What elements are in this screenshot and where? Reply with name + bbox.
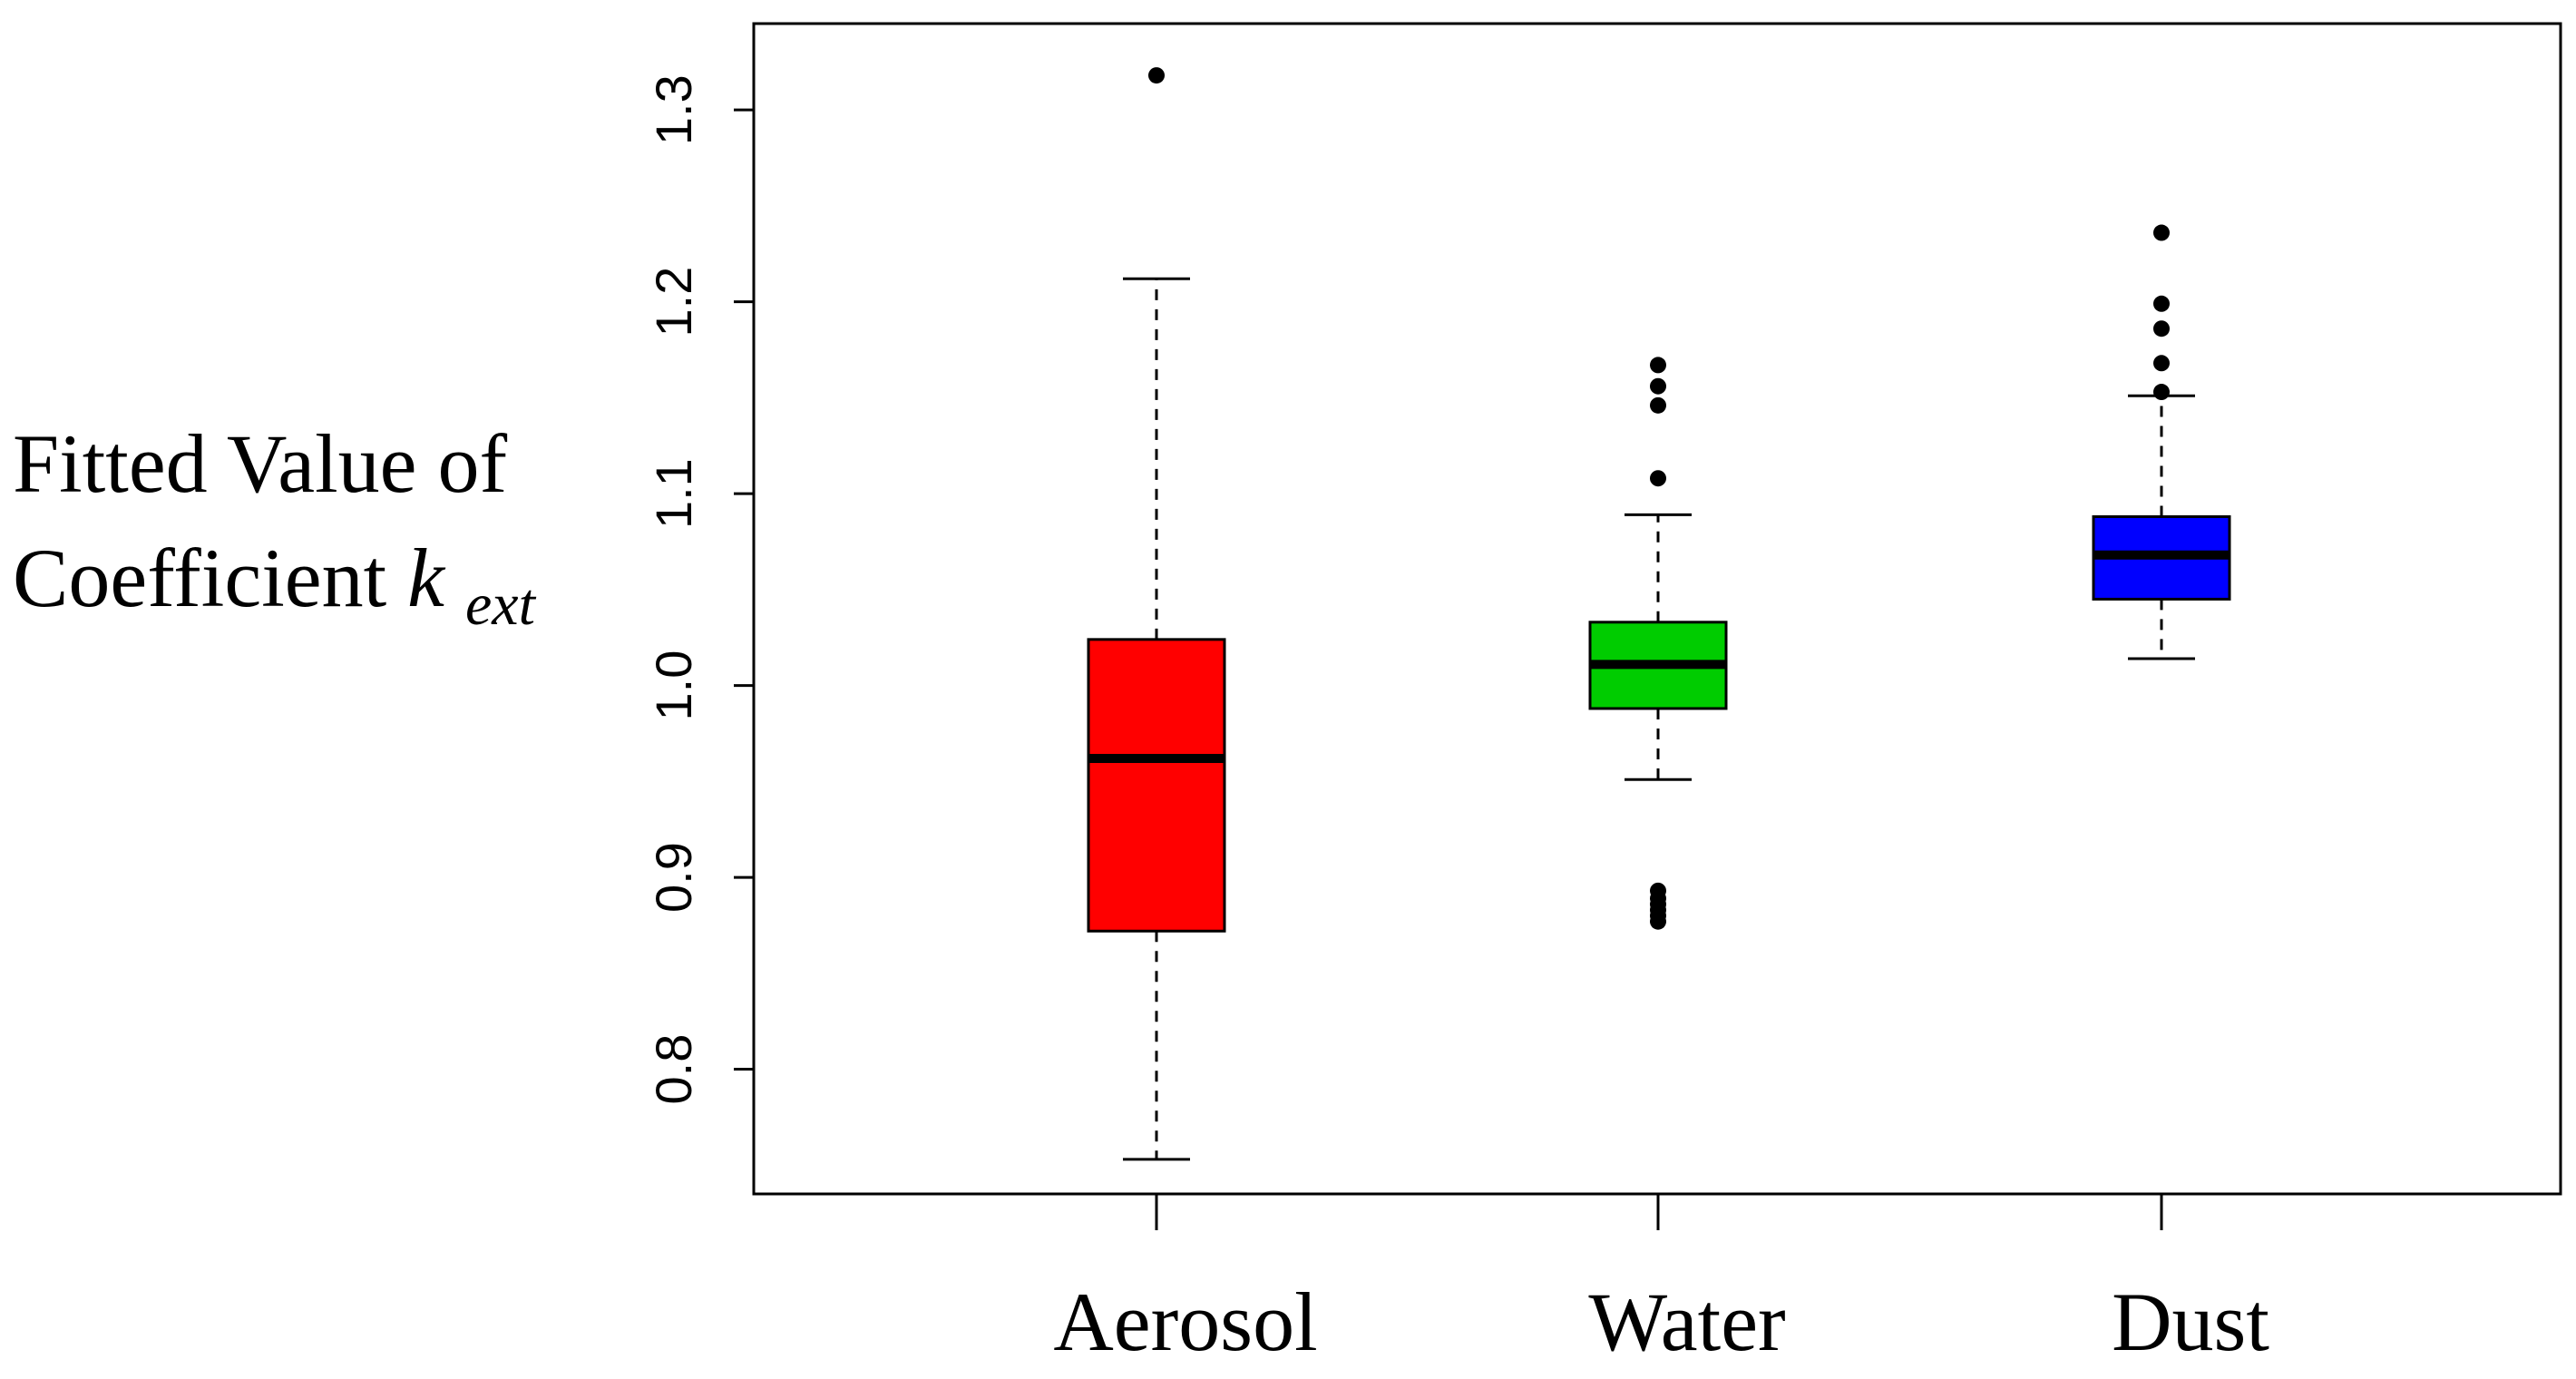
plot-frame bbox=[752, 22, 2562, 1196]
boxes-layer bbox=[1087, 67, 2231, 1161]
y-axis-label-prefix: Coefficient bbox=[13, 532, 407, 624]
outlier-point-aerosol bbox=[1148, 67, 1165, 84]
box-group-aerosol bbox=[1087, 67, 1226, 1161]
y-tick-label: 0.9 bbox=[645, 842, 702, 913]
box-group-dust bbox=[2092, 224, 2231, 660]
outlier-point-dust bbox=[2153, 295, 2170, 312]
outlier-point-dust bbox=[2153, 224, 2170, 241]
y-tick-label: 0.8 bbox=[645, 1034, 702, 1105]
x-axis: Aerosol Water Dust bbox=[1053, 1194, 2269, 1368]
y-axis: 0.8 0.9 1.0 1.1 1.2 1.3 bbox=[645, 74, 754, 1104]
y-axis-label-line2: Coefficient k ext bbox=[13, 532, 537, 638]
outlier-point-dust bbox=[2153, 320, 2170, 337]
y-axis-label: Fitted Value of Coefficient k ext bbox=[13, 417, 537, 638]
outlier-point-water bbox=[1650, 470, 1666, 487]
y-tick-label: 1.0 bbox=[645, 650, 702, 721]
outlier-point-water bbox=[1650, 377, 1666, 395]
x-label-aerosol: Aerosol bbox=[1053, 1276, 1317, 1368]
x-label-water: Water bbox=[1588, 1276, 1785, 1368]
y-axis-label-line1: Fitted Value of bbox=[13, 417, 507, 510]
x-label-dust: Dust bbox=[2112, 1276, 2269, 1368]
y-axis-label-subscript: ext bbox=[465, 572, 537, 638]
outlier-point-water bbox=[1650, 357, 1666, 374]
outlier-point-water bbox=[1650, 396, 1666, 414]
y-tick-label: 1.1 bbox=[645, 458, 702, 529]
y-tick-label: 1.3 bbox=[645, 74, 702, 145]
y-tick-label: 1.2 bbox=[645, 267, 702, 337]
box-aerosol bbox=[1087, 638, 1226, 933]
box-group-water bbox=[1588, 357, 1728, 930]
outlier-point-dust bbox=[2153, 355, 2170, 372]
outlier-point-dust bbox=[2153, 384, 2170, 401]
y-axis-label-symbol: k bbox=[407, 532, 446, 624]
outlier-point-water bbox=[1650, 913, 1666, 930]
